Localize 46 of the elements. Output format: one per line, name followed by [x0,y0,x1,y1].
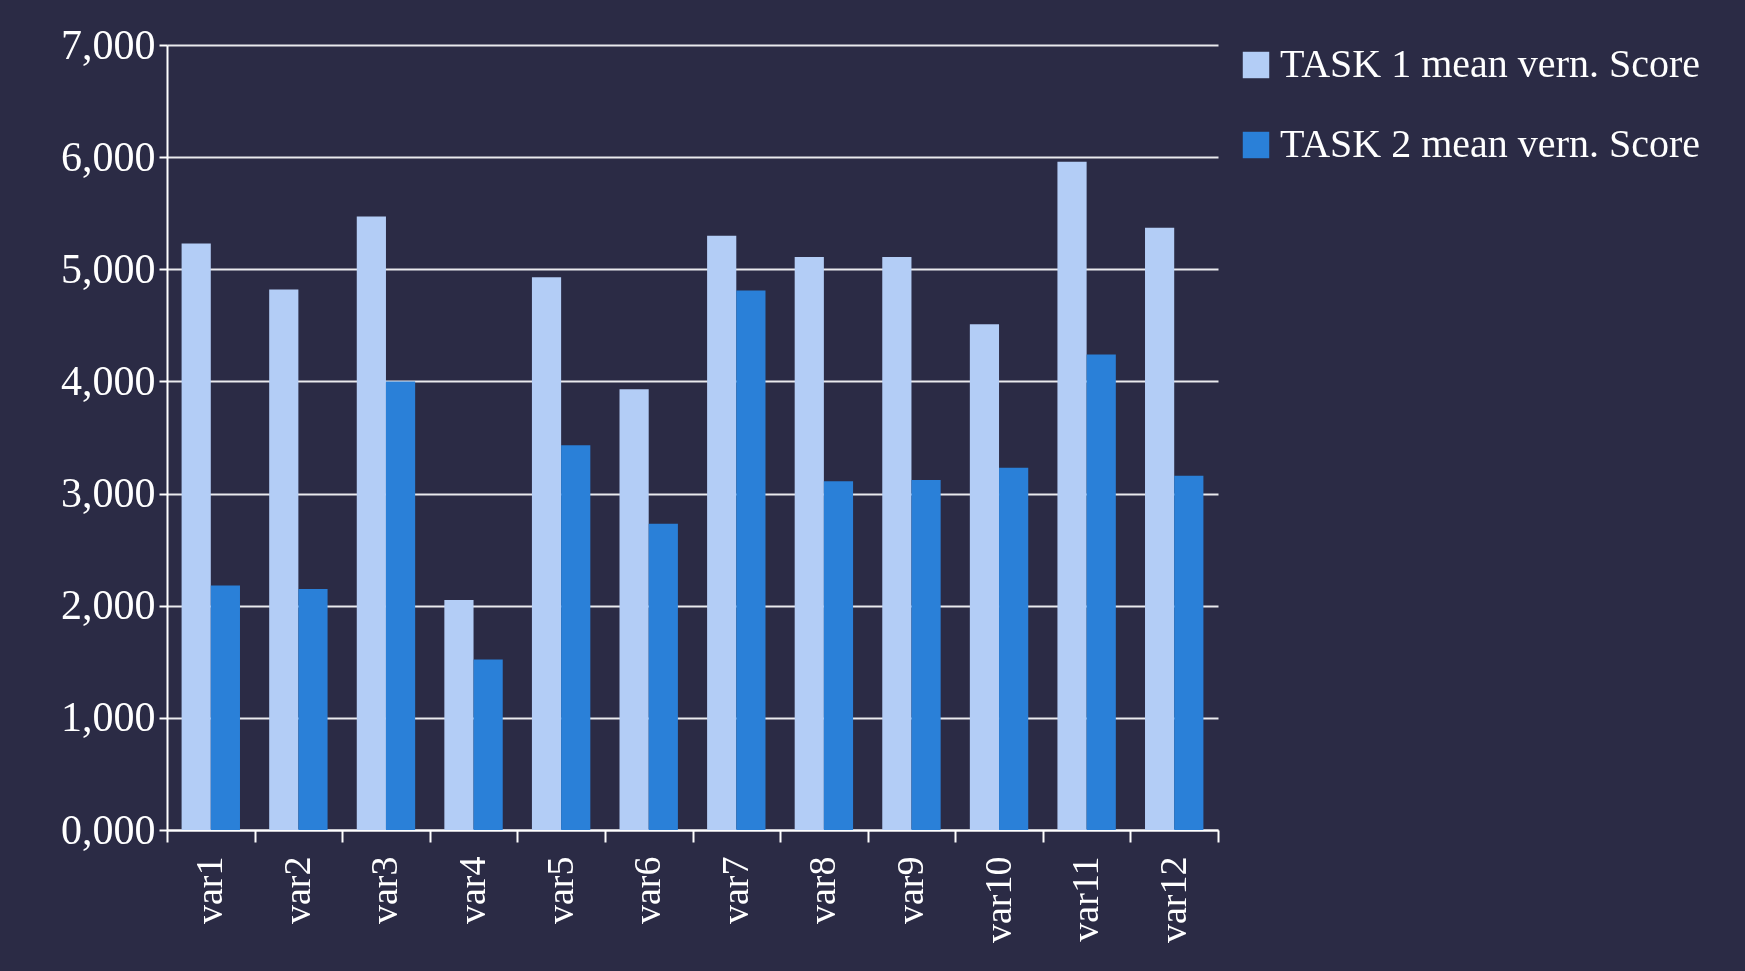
x-tick-label: var9 [888,856,931,925]
legend-label: TASK 2 mean vern. Score [1280,121,1701,166]
x-tick-label: var5 [538,856,581,925]
x-tick-label: var3 [363,856,406,925]
bar [823,481,854,830]
y-tick-label: 3,000 [61,470,156,517]
bar [385,381,416,830]
bar [298,588,328,830]
y-tick-label: 6,000 [61,133,156,180]
x-tick-label: var4 [451,856,494,925]
bar [736,290,766,830]
y-tick-label: 2,000 [61,582,156,629]
x-tick-label: var12 [1151,856,1194,944]
x-tick-label: var1 [188,856,231,925]
bar [794,256,824,830]
y-tick-label: 0,000 [61,806,156,853]
bar [648,523,678,830]
x-tick-label: var10 [976,856,1019,944]
bar [210,585,240,830]
bar [1145,227,1175,830]
x-tick-label: var6 [626,856,669,925]
bar [1057,161,1087,830]
bar [619,389,649,830]
bar [531,277,562,830]
bar [561,445,591,830]
legend-label: TASK 1 mean vern. Score [1280,41,1701,86]
x-tick-label: var7 [713,856,756,925]
bar [356,216,386,830]
bar [444,600,474,830]
x-tick-label: var8 [801,856,844,925]
bar [707,235,737,830]
x-tick-label: var11 [1064,856,1107,942]
bar [473,659,503,830]
bar [999,467,1029,830]
bar [969,324,1000,830]
y-tick-label: 7,000 [61,21,156,68]
x-tick-label: var2 [275,856,318,925]
bar [269,289,299,830]
bar [882,256,912,830]
bar [911,480,941,830]
y-tick-label: 4,000 [61,357,156,404]
bar [1174,475,1204,830]
bar [181,243,211,830]
y-tick-label: 5,000 [61,245,156,292]
y-tick-label: 1,000 [61,694,156,741]
bar [1086,354,1116,830]
